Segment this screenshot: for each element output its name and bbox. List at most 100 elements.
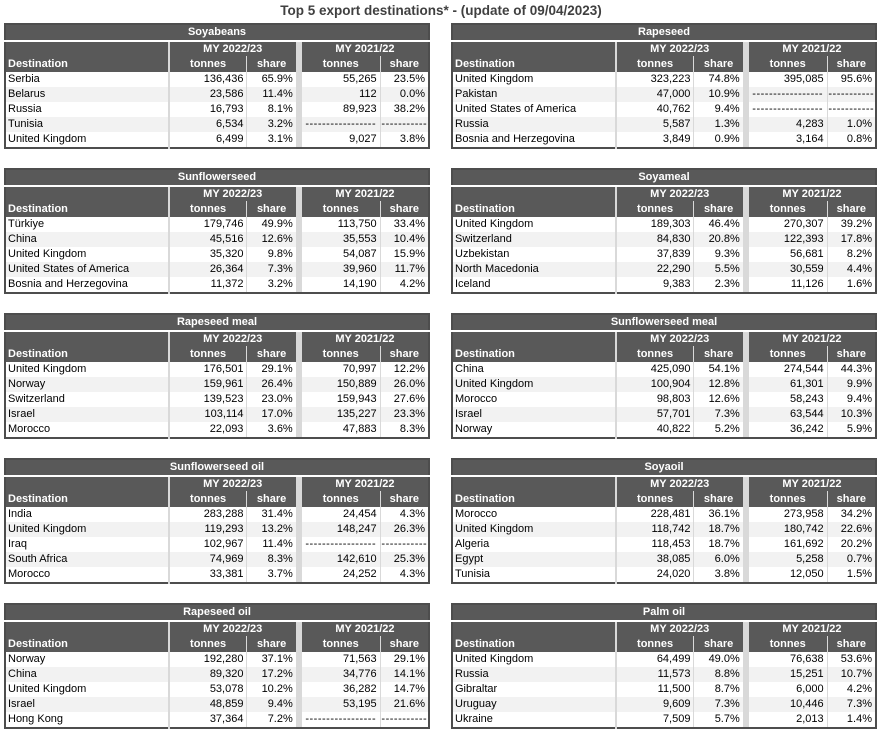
column-gap <box>295 102 302 117</box>
sub-col-label: share <box>693 346 743 362</box>
table-body: Türkiye 179,746 49.9% 113,750 33.4% China 45,5… <box>5 217 429 293</box>
column-gap <box>742 567 749 583</box>
column-gap <box>742 331 749 362</box>
value-cell: 150,889 <box>301 377 381 392</box>
table-row: Morocco 98,803 12.6% 58,243 9.4% <box>452 392 876 407</box>
destination-cell: United Kingdom <box>452 652 617 667</box>
value-cell: 7,509 <box>615 712 695 728</box>
sub-col-label: share <box>827 56 876 72</box>
destination-cell: Russia <box>452 667 617 682</box>
destination-cell: United Kingdom <box>5 132 170 148</box>
col-group-label: MY 2021/22 <box>301 621 429 636</box>
value-cell: 4,283 <box>748 117 828 132</box>
table-row: United Kingdom 53,078 10.2% 36,282 14.7% <box>5 682 429 697</box>
sub-col-label: tonnes <box>748 491 828 507</box>
destination-cell: Switzerland <box>452 232 617 247</box>
destination-header: Destination <box>452 621 617 652</box>
value-cell: 9,609 <box>615 697 695 712</box>
table-row: Bosnia and Herzegovina 3,849 0.9% 3,164 0.8% <box>452 132 876 148</box>
value-cell: 47,000 <box>615 87 695 102</box>
value-cell: 395,085 <box>748 72 828 87</box>
table-row: China 45,516 12.6% 35,553 10.4% <box>5 232 429 247</box>
value-cell: 192,280 <box>168 652 248 667</box>
destination-cell: United Kingdom <box>5 362 170 377</box>
destination-cell: Israel <box>5 407 170 422</box>
col-group-label: MY 2021/22 <box>748 41 876 56</box>
destination-header: Destination <box>5 621 170 652</box>
value-cell: 3.1% <box>267 133 293 145</box>
value-cell: 0.9% <box>714 133 740 145</box>
value-cell: 8.8% <box>693 667 743 682</box>
table-row: Morocco 33,381 3.7% 24,252 4.3% <box>5 567 429 583</box>
value-cell: 12.8% <box>693 377 743 392</box>
column-gap <box>295 537 302 552</box>
sub-header-row: tonnes share tonnes share <box>5 491 429 507</box>
column-gap <box>742 377 749 392</box>
sub-col-label: tonnes <box>615 636 695 652</box>
column-group-row: Destination MY 2022/23 MY 2021/22 <box>452 331 876 362</box>
destination-cell: Türkiye <box>5 217 170 232</box>
value-cell: 3.8% <box>714 568 740 580</box>
sub-col-label: tonnes <box>615 201 695 217</box>
column-gap <box>742 132 749 148</box>
value-cell: 38,085 <box>615 552 695 567</box>
table-row: Norway 192,280 37.1% 71,563 29.1% <box>5 652 429 667</box>
value-cell: 228,481 <box>615 507 695 522</box>
destination-cell: Norway <box>452 422 617 438</box>
destination-cell: South Africa <box>5 552 170 567</box>
value-cell: 10,446 <box>748 697 828 712</box>
sub-col-label: tonnes <box>748 346 828 362</box>
column-gap <box>295 217 302 232</box>
value-cell: ----------------- <box>301 537 381 552</box>
value-cell: 8.7% <box>714 683 740 695</box>
value-cell: 39,960 <box>301 262 381 277</box>
value-cell: 15,251 <box>748 667 828 682</box>
table-row: Norway 159,961 26.4% 150,889 26.0% <box>5 377 429 392</box>
value-cell: 3.8% <box>399 133 425 145</box>
col-group-label: MY 2022/23 <box>615 331 743 346</box>
column-gap <box>742 507 749 522</box>
sub-col-label: share <box>246 491 296 507</box>
value-cell: 1.0% <box>827 117 876 132</box>
table-row: Serbia 136,436 65.9% 55,265 23.5% <box>5 72 429 87</box>
value-cell: 0.8% <box>846 133 872 145</box>
value-cell: 20.2% <box>840 538 872 550</box>
value-cell: 425,090 <box>615 362 695 377</box>
value-cell: 10.3% <box>827 407 876 422</box>
value-cell: 122,393 <box>748 232 828 247</box>
destination-cell: Gibraltar <box>452 682 617 697</box>
sub-col-label: tonnes <box>748 636 828 652</box>
value-cell: 9.4% <box>846 393 872 405</box>
value-cell: 23.5% <box>393 73 425 85</box>
table-row: Tunisia 24,020 3.8% 12,050 1.5% <box>452 567 876 583</box>
value-cell: ----------- <box>381 538 428 550</box>
value-cell: 23,586 <box>168 87 248 102</box>
sub-col-label: share <box>380 56 429 72</box>
value-cell: ----------- <box>828 103 875 115</box>
value-cell: 10.2% <box>261 683 293 695</box>
value-cell: 3.2% <box>246 117 296 132</box>
value-cell: 1.4% <box>846 713 872 725</box>
value-cell: 11.4% <box>262 538 293 550</box>
value-cell: 11.7% <box>380 262 429 277</box>
table-row: Russia 5,587 1.3% 4,283 1.0% <box>452 117 876 132</box>
table-row: United Kingdom 6,499 3.1% 9,027 3.8% <box>5 132 429 148</box>
value-cell: 24,252 <box>301 567 381 583</box>
value-cell: 10.4% <box>380 232 429 247</box>
table-title: Soyabeans <box>5 24 429 42</box>
value-cell: 34.2% <box>840 508 872 520</box>
value-cell: 40,822 <box>615 422 695 438</box>
column-group-row: Destination MY 2022/23 MY 2021/22 <box>5 331 429 362</box>
column-gap <box>742 186 749 217</box>
commodity-table-soyaoil: Soyaoil Destination MY 2022/23 MY 2021/2… <box>451 458 877 584</box>
table-row: Pakistan 47,000 10.9% ----------------- ----… <box>452 87 876 102</box>
destination-cell: Serbia <box>5 72 170 87</box>
table-body: United Kingdom 176,501 29.1% 70,997 12.2% Nor… <box>5 362 429 438</box>
value-cell: 53,078 <box>168 682 248 697</box>
table-body: United Kingdom 64,499 49.0% 76,638 53.6% Russ… <box>452 652 876 728</box>
table-title-row: Rapeseed meal <box>5 314 429 332</box>
value-cell: 189,303 <box>615 217 695 232</box>
column-gap <box>295 392 302 407</box>
value-cell: 71,563 <box>301 652 381 667</box>
value-cell: 17.2% <box>246 667 296 682</box>
